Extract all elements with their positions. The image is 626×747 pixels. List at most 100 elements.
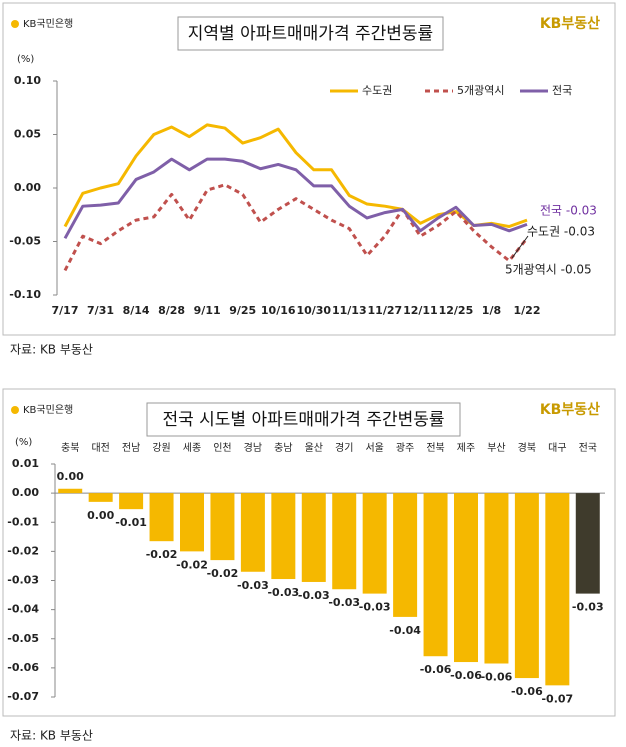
bar bbox=[514, 493, 539, 679]
bar bbox=[149, 493, 174, 542]
chart-title: 지역별 아파트매매가격 주간변동률 bbox=[188, 24, 433, 44]
x-tick-label: 10/16 bbox=[261, 304, 296, 317]
value-label: 0.00 bbox=[87, 509, 114, 522]
x-tick-label: 제주 bbox=[457, 442, 475, 454]
x-tick-label: 충북 bbox=[61, 442, 79, 454]
bar bbox=[545, 493, 570, 686]
bar bbox=[88, 493, 113, 502]
x-tick-label: 8/14 bbox=[123, 304, 150, 317]
x-tick-label: 11/27 bbox=[368, 304, 403, 317]
y-tick-label: 0.05 bbox=[14, 128, 41, 141]
x-tick-label: 경기 bbox=[335, 441, 353, 454]
chart-frame bbox=[2, 2, 616, 336]
x-tick-label: 7/31 bbox=[87, 304, 114, 317]
y-tick-label: 0.01 bbox=[12, 457, 39, 470]
value-label: -0.03 bbox=[267, 586, 299, 599]
x-tick-label: 경북 bbox=[518, 441, 536, 454]
bar bbox=[301, 493, 326, 582]
x-tick-label: 전남 bbox=[122, 442, 140, 454]
bar bbox=[58, 488, 83, 494]
x-tick-label: 9/25 bbox=[229, 304, 256, 317]
x-tick-label: 부산 bbox=[487, 442, 505, 454]
series-line bbox=[63, 123, 528, 229]
legend-label: 5개광역시 bbox=[457, 84, 504, 97]
y-tick-label: -0.01 bbox=[7, 515, 39, 528]
logo-icon bbox=[11, 406, 19, 414]
value-label: -0.02 bbox=[176, 558, 208, 571]
bar bbox=[362, 493, 387, 594]
chart-title: 전국 시도별 아파트매매가격 주간변동률 bbox=[162, 410, 444, 430]
x-tick-label: 세종 bbox=[183, 442, 201, 454]
x-tick-label: 광주 bbox=[396, 442, 414, 454]
y-tick-label: -0.05 bbox=[7, 632, 39, 645]
x-tick-label: 경남 bbox=[244, 441, 262, 454]
bar bbox=[484, 493, 509, 664]
value-label: -0.06 bbox=[450, 669, 482, 682]
y-tick-label: 0.00 bbox=[14, 181, 41, 194]
y-tick-label: -0.07 bbox=[7, 690, 39, 703]
x-tick-label: 서울 bbox=[365, 442, 383, 454]
y-tick-label: -0.05 bbox=[9, 235, 41, 248]
y-tick-label: -0.06 bbox=[7, 661, 39, 674]
y-tick-label: 0.10 bbox=[14, 74, 41, 87]
unit-label: (%) bbox=[15, 437, 32, 448]
value-label: -0.02 bbox=[146, 548, 178, 561]
bar bbox=[393, 493, 418, 617]
y-tick-label: -0.04 bbox=[7, 603, 39, 616]
x-tick-label: 8/28 bbox=[158, 304, 185, 317]
y-tick-label: -0.02 bbox=[7, 544, 39, 557]
bar bbox=[180, 493, 204, 552]
x-tick-label: 인천 bbox=[213, 442, 231, 454]
x-tick-label: 12/11 bbox=[403, 304, 438, 317]
bar bbox=[454, 493, 478, 663]
bar bbox=[575, 493, 600, 594]
y-tick-label: -0.10 bbox=[9, 288, 41, 301]
x-tick-label: 1/8 bbox=[482, 304, 501, 317]
legend-label: 수도권 bbox=[362, 84, 392, 97]
x-tick-label: 11/13 bbox=[332, 304, 367, 317]
value-label: -0.06 bbox=[481, 671, 513, 684]
logo-right: KB부동산 bbox=[540, 15, 600, 32]
source-note: 자료: KB 부동산 bbox=[10, 729, 93, 743]
x-tick-label: 7/17 bbox=[52, 304, 79, 317]
x-tick-label: 12/25 bbox=[439, 304, 474, 317]
logo-icon bbox=[11, 20, 19, 28]
legend-label: 전국 bbox=[552, 84, 572, 97]
logo-left: KB국민은행 bbox=[23, 404, 73, 416]
value-label: -0.06 bbox=[420, 663, 452, 676]
source-note: 자료: KB 부동산 bbox=[10, 343, 93, 357]
annotation: 전국 -0.03 bbox=[540, 204, 597, 218]
annotation: 수도권 -0.03 bbox=[527, 225, 595, 239]
x-tick-label: 강원 bbox=[152, 442, 170, 454]
x-tick-label: 9/11 bbox=[194, 304, 221, 317]
x-tick-label: 대구 bbox=[548, 442, 566, 454]
y-tick-label: 0.00 bbox=[12, 486, 39, 499]
logo-left: KB국민은행 bbox=[23, 18, 73, 30]
x-tick-label: 10/30 bbox=[296, 304, 331, 317]
value-label: -0.07 bbox=[541, 692, 573, 705]
value-label: -0.04 bbox=[389, 624, 421, 637]
series-line bbox=[63, 157, 528, 240]
bar bbox=[423, 493, 448, 657]
value-label: -0.02 bbox=[207, 567, 239, 580]
value-label: -0.03 bbox=[572, 601, 604, 614]
value-label: 0.00 bbox=[57, 470, 84, 483]
value-label: -0.03 bbox=[298, 589, 330, 602]
value-label: -0.06 bbox=[511, 685, 543, 698]
title-box bbox=[146, 402, 461, 437]
annotation-leader bbox=[511, 235, 529, 259]
value-label: -0.01 bbox=[115, 516, 147, 529]
x-tick-label: 울산 bbox=[305, 442, 323, 454]
bar bbox=[210, 493, 235, 561]
logo-right: KB부동산 bbox=[540, 401, 600, 418]
title-box bbox=[177, 16, 444, 51]
bar bbox=[271, 493, 296, 580]
bar bbox=[332, 493, 357, 590]
series-line bbox=[63, 183, 529, 272]
x-tick-label: 대전 bbox=[91, 442, 109, 454]
bar bbox=[240, 493, 265, 572]
x-tick-label: 전국 bbox=[579, 442, 597, 454]
x-tick-label: 충남 bbox=[274, 442, 292, 454]
value-label: -0.03 bbox=[328, 596, 360, 609]
value-label: -0.03 bbox=[359, 601, 391, 614]
